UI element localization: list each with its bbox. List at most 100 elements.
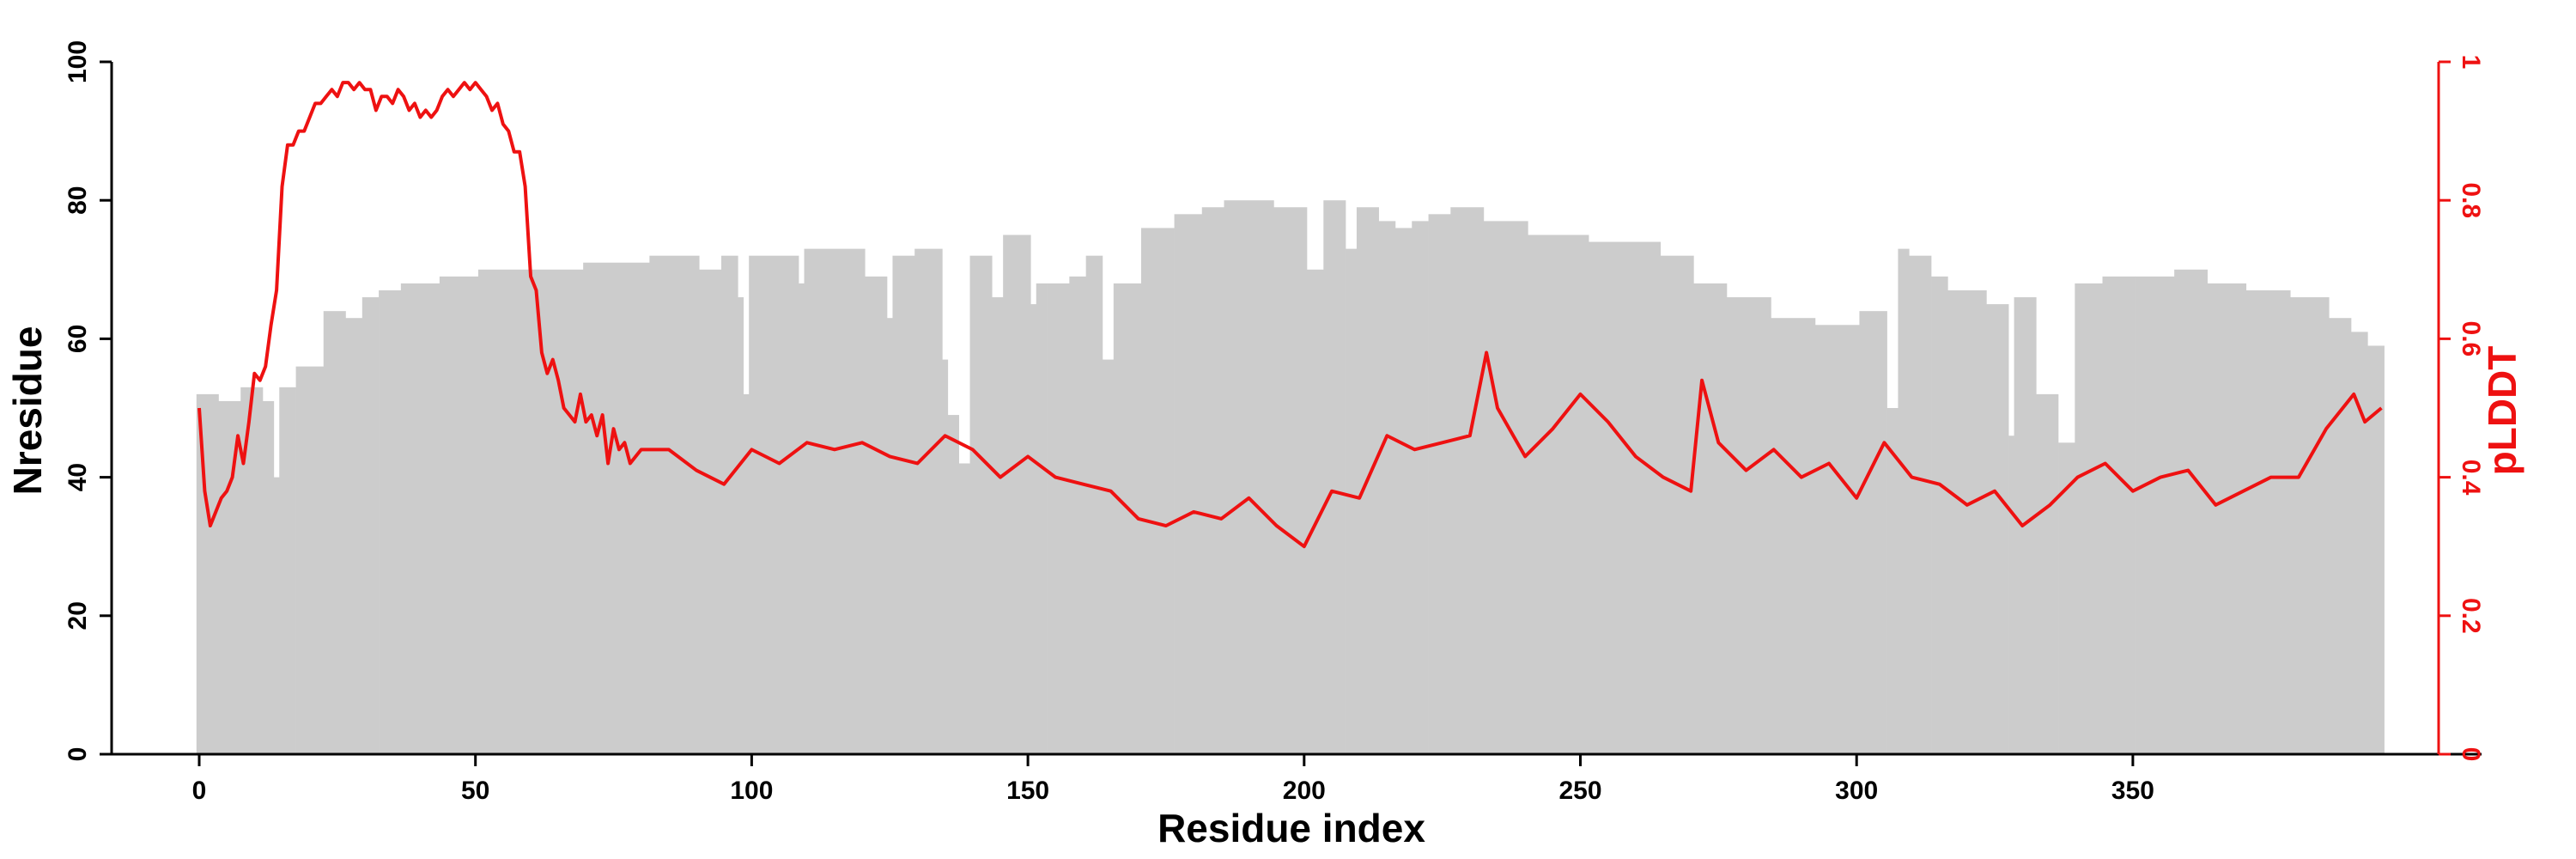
x-axis-title: Residue index xyxy=(1157,806,1425,850)
bar xyxy=(583,262,650,754)
bar xyxy=(1201,207,1224,754)
x-tick-label: 100 xyxy=(730,777,773,805)
bar xyxy=(477,269,584,754)
bar-series xyxy=(196,200,2385,755)
bar xyxy=(400,283,440,754)
bar xyxy=(1036,283,1048,754)
bar xyxy=(942,359,949,754)
x-tick-label: 150 xyxy=(1006,777,1049,805)
bar xyxy=(196,393,219,754)
y-tick-label: 40 xyxy=(64,463,92,491)
bar xyxy=(361,297,380,754)
bar xyxy=(2207,283,2247,754)
x-tick-label: 300 xyxy=(1835,777,1878,805)
y-tick-label: 80 xyxy=(64,186,92,215)
bar xyxy=(1627,241,1662,754)
bar xyxy=(2136,276,2175,754)
bar xyxy=(323,311,346,754)
y2-tick-label: 0.8 xyxy=(2457,182,2485,218)
bar xyxy=(1323,200,1346,754)
axes: 0 50 100 150 200 250 300 350 0 20 40 60 80 100 0 0.2 0.4… xyxy=(64,40,2485,805)
bar xyxy=(1727,297,1771,754)
bar xyxy=(1003,235,1031,754)
bar xyxy=(1859,311,1887,754)
bar xyxy=(1909,255,1932,754)
bar xyxy=(2174,269,2208,754)
bar xyxy=(2102,276,2136,754)
bar xyxy=(2245,289,2291,755)
bar xyxy=(2329,318,2352,754)
bar xyxy=(992,297,1004,754)
bar xyxy=(2351,332,2368,754)
bar xyxy=(1771,318,1816,754)
bar xyxy=(379,289,402,755)
bar xyxy=(649,255,700,754)
bar xyxy=(749,255,799,754)
bar xyxy=(721,255,738,754)
y2-tick-label: 0.2 xyxy=(2457,598,2485,634)
bar xyxy=(1069,276,1086,754)
bar xyxy=(1898,248,1910,754)
bar xyxy=(1428,214,1451,754)
bar xyxy=(1483,221,1528,754)
x-tick-label: 350 xyxy=(2111,777,2154,805)
y-tick-label: 0 xyxy=(64,747,92,762)
y2-tick-label: 0.6 xyxy=(2457,321,2485,357)
bar xyxy=(1224,200,1274,754)
bar xyxy=(799,283,805,754)
bar xyxy=(1141,228,1175,754)
bar xyxy=(1273,207,1308,754)
bar xyxy=(1947,289,1987,755)
bar xyxy=(2036,393,2059,754)
bar xyxy=(1378,221,1396,754)
bar xyxy=(1931,276,1948,754)
bar xyxy=(804,248,866,754)
bar xyxy=(699,269,722,754)
bar xyxy=(2367,345,2385,754)
bar xyxy=(1047,283,1070,754)
bar xyxy=(1346,248,1358,754)
bar xyxy=(865,276,888,754)
bar xyxy=(1814,325,1860,754)
bar xyxy=(2008,436,2014,754)
bar xyxy=(1307,269,1324,754)
bar xyxy=(887,318,893,754)
bar xyxy=(1030,304,1037,755)
bar xyxy=(1085,255,1103,754)
line-series xyxy=(197,81,2383,549)
bar xyxy=(1528,235,1589,754)
x-tick-label: 250 xyxy=(1558,777,1601,805)
bar xyxy=(1589,241,1628,754)
bar xyxy=(262,400,275,754)
y2-tick-label: 0 xyxy=(2457,747,2485,762)
y-tick-label: 20 xyxy=(64,601,92,630)
x-tick-label: 200 xyxy=(1283,777,1326,805)
y-tick-label: 60 xyxy=(64,325,92,353)
bar xyxy=(1412,221,1429,754)
bar xyxy=(345,318,363,754)
bar xyxy=(295,366,325,754)
bar xyxy=(273,477,280,754)
bar xyxy=(969,255,993,754)
x-tick-label: 50 xyxy=(461,777,489,805)
bar xyxy=(892,255,915,754)
bar xyxy=(1886,408,1899,754)
bar xyxy=(2014,297,2037,754)
bar xyxy=(1394,228,1413,754)
y2-axis-title: pLDDT xyxy=(2480,346,2524,476)
bar xyxy=(2290,297,2330,754)
bar xyxy=(2058,442,2075,754)
y-tick-label: 100 xyxy=(64,40,92,83)
bar xyxy=(947,415,959,754)
bar xyxy=(1693,283,1728,754)
bar xyxy=(1986,304,2009,755)
y2-tick-label: 1 xyxy=(2457,55,2485,70)
bar xyxy=(1102,359,1115,754)
x-tick-label: 0 xyxy=(192,777,207,805)
bar xyxy=(218,400,241,754)
bar xyxy=(279,387,296,754)
bar xyxy=(914,248,943,754)
bar xyxy=(240,387,264,754)
bar xyxy=(1660,255,1694,754)
